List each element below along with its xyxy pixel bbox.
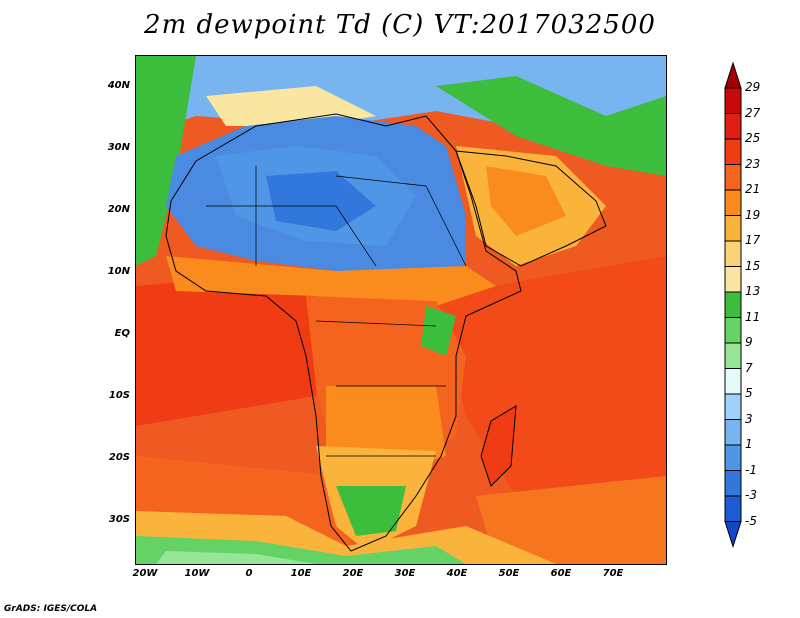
lat-label: 20S [108,452,130,463]
colorbar-swatch [724,87,742,114]
lon-label: 50E [498,568,520,579]
colorbar-swatch [724,419,742,446]
lon-label: 20W [132,568,158,579]
lat-label: 10N [107,266,130,277]
colorbar-label: 11 [745,309,761,324]
colorbar-swatch [724,444,742,471]
colorbar-swatch [724,215,742,242]
colorbar-label: 3 [745,411,753,426]
lon-label: 20E [342,568,364,579]
lon-label: 10E [290,568,312,579]
colorbar-swatch [724,113,742,140]
colorbar-swatch [724,393,742,420]
lat-label: 40N [107,80,130,91]
colorbar-label: 5 [745,386,753,400]
colorbar-label: -1 [745,462,757,477]
colorbar-label: 25 [745,131,761,145]
lat-label: EQ [114,328,130,339]
lon-label: 10W [184,568,210,579]
lat-label: 20N [107,204,130,215]
lat-label: 30S [108,514,130,525]
lon-label: 60E [550,568,572,579]
colorbar-label: 23 [745,156,761,171]
colorbar-swatch [724,164,742,191]
colorbar-label: -5 [745,513,757,528]
colorbar-swatch [724,317,742,344]
colorbar-label: 13 [745,284,761,298]
lon-label: 0 [245,568,253,579]
colorbar-label: 15 [745,258,761,273]
dewpoint-map [135,55,667,565]
colorbar-swatch [724,138,742,165]
lon-label: 40E [446,568,468,579]
colorbar-bottom-arrow [724,521,742,549]
colorbar-label: 21 [745,182,761,196]
colorbar-label: 7 [745,360,753,375]
colorbar-swatch [724,470,742,497]
colorbar-swatch [724,266,742,293]
colorbar-label: 1 [745,437,753,451]
lon-label: 70E [602,568,624,579]
colorbar-swatch [724,342,742,369]
map-title: 2m dewpoint Td (C) VT:2017032500 [144,10,656,40]
lon-label: 30E [394,568,416,579]
dewpoint-field [136,56,666,564]
lat-label: 10S [108,390,130,401]
colorbar-svg [724,61,742,549]
footer-credit: GrADS: IGES/COLA [4,604,98,614]
colorbar-swatch [724,291,742,318]
colorbar-label: 17 [745,233,761,247]
colorbar-top-arrow [724,61,742,89]
lat-label: 30N [107,142,130,153]
colorbar-swatches [724,87,742,522]
colorbar-label: -3 [745,488,757,502]
colorbar-swatch [724,495,742,522]
colorbar-label: 19 [745,207,761,222]
colorbar-swatch [724,240,742,267]
colorbar-label: 29 [745,80,761,94]
colorbar-swatch [724,368,742,395]
colorbar-swatch [724,189,742,216]
colorbar-label: 27 [745,105,761,120]
colorbar-label: 9 [745,335,753,349]
